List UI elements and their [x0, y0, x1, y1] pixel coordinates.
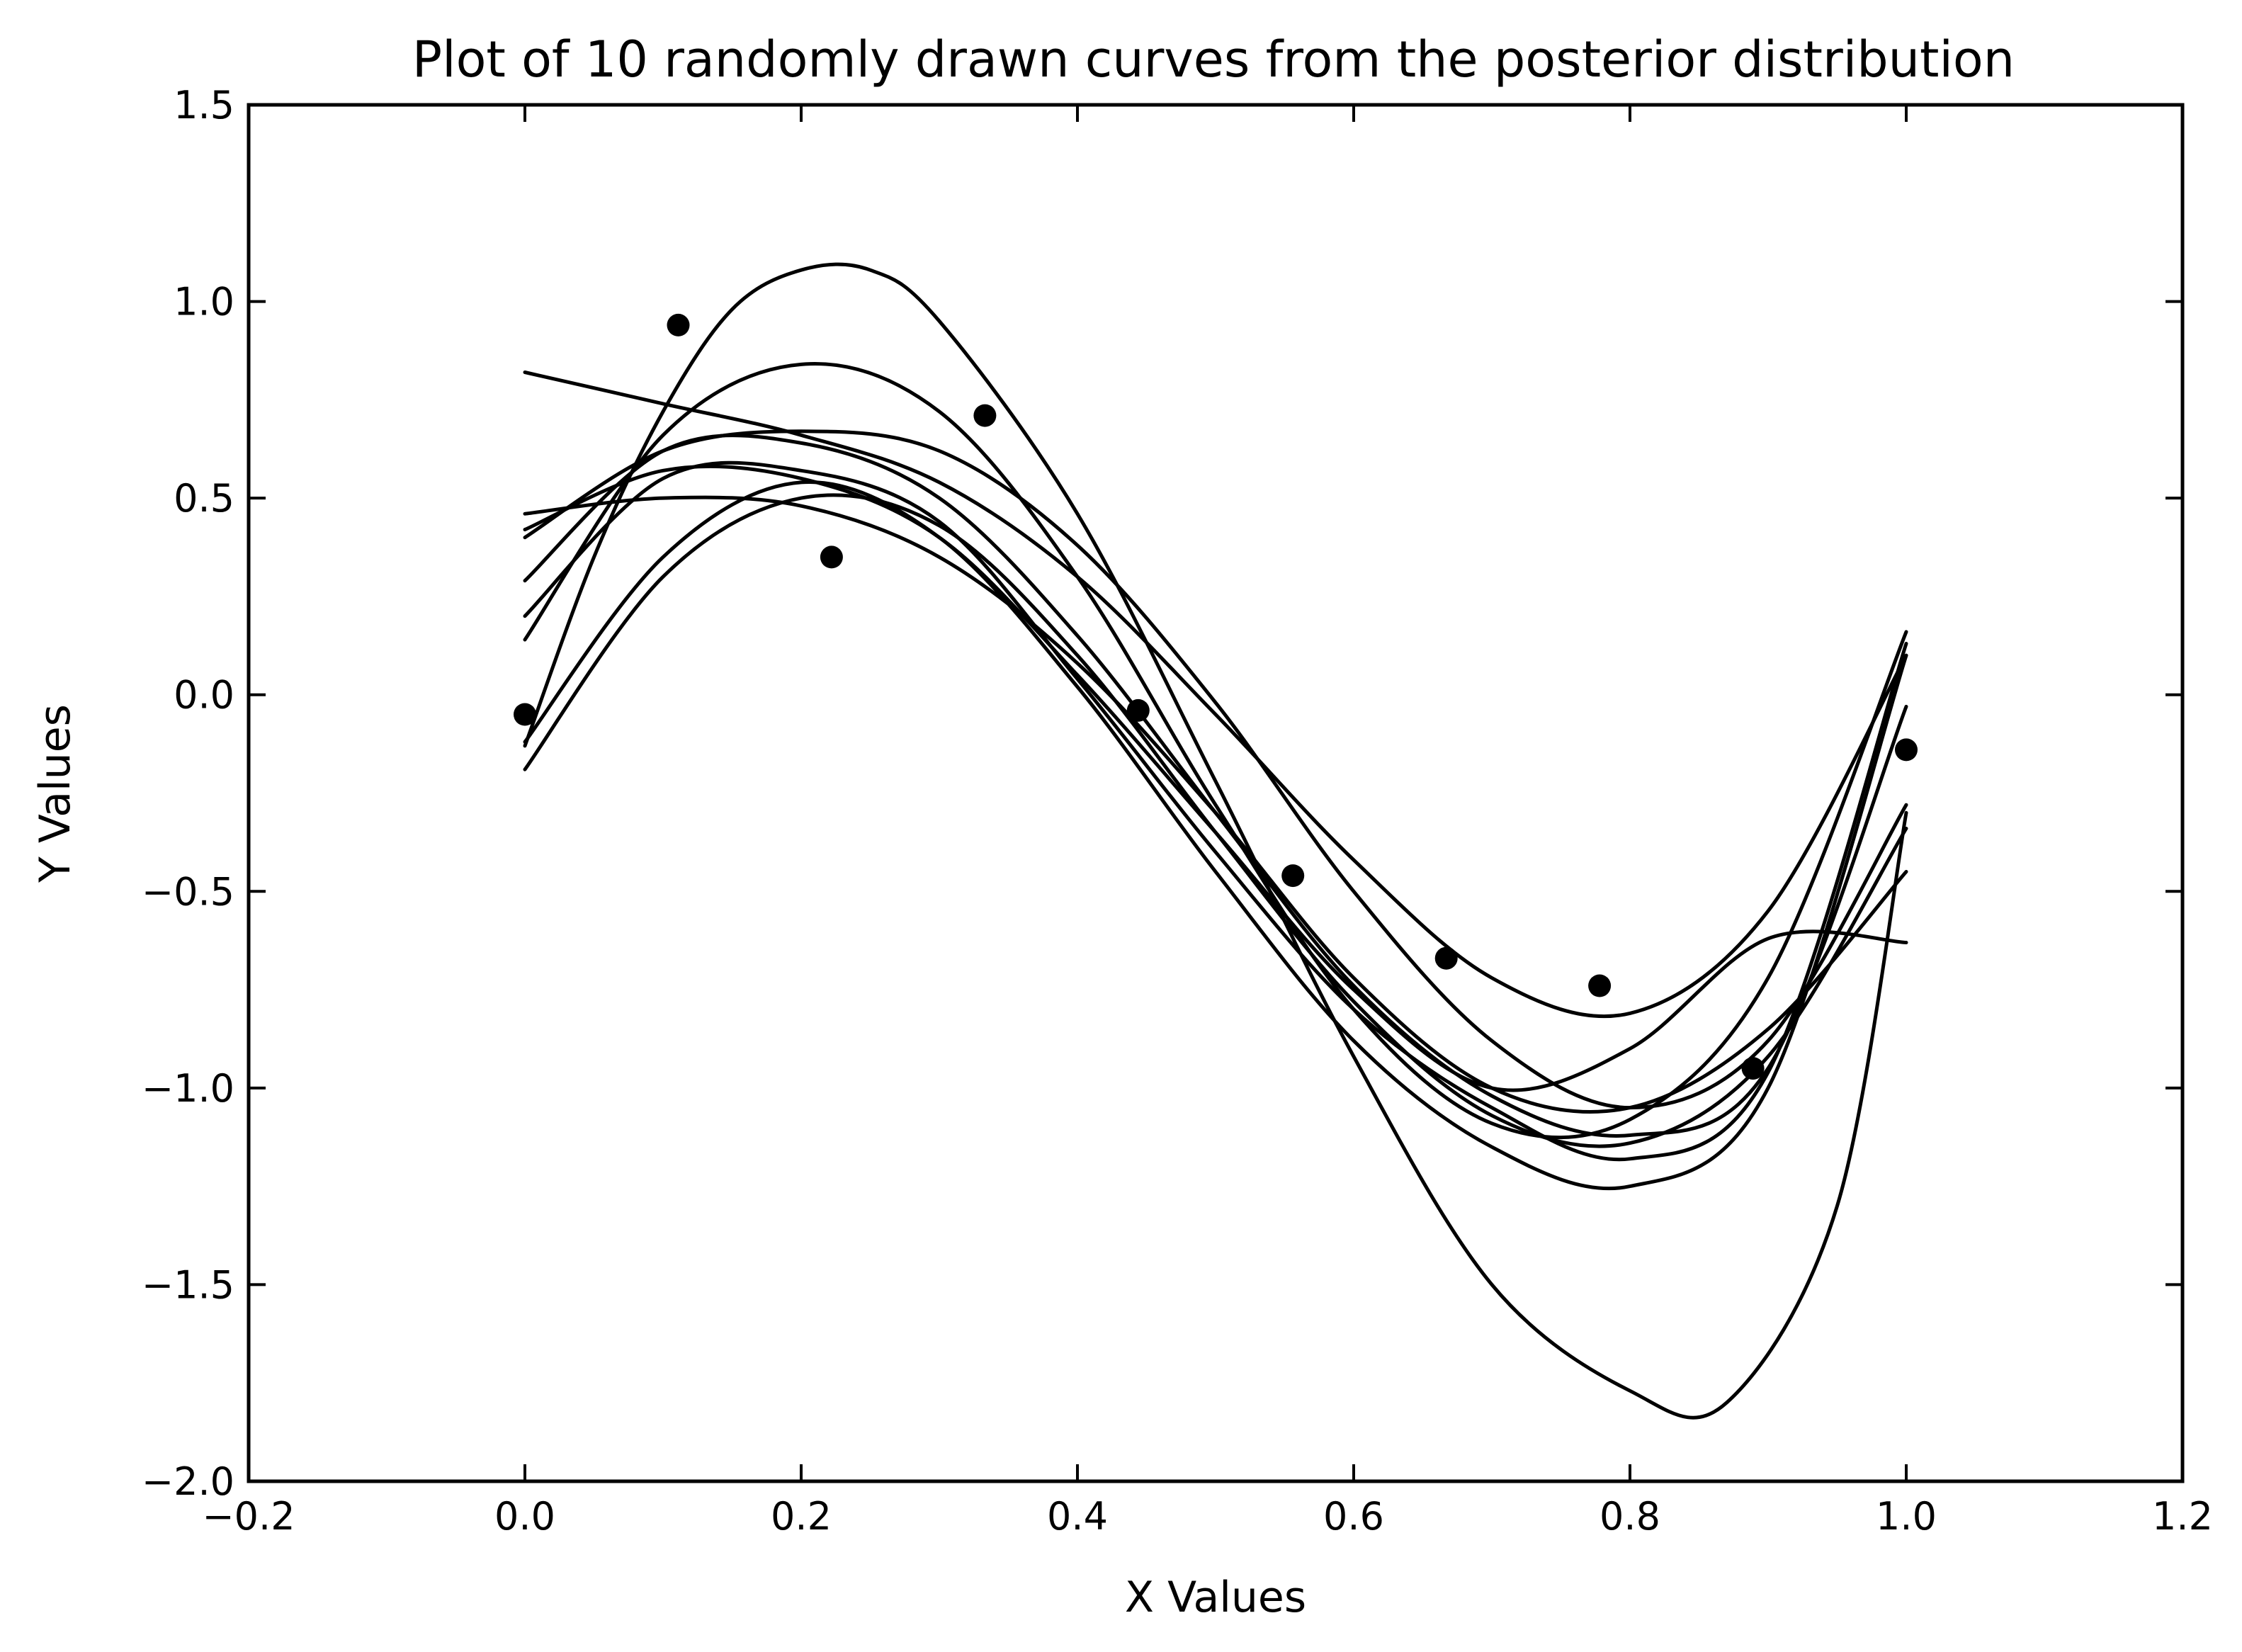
x-tick-label: 1.0	[1876, 1494, 1937, 1539]
y-tick-label: −1.0	[142, 1066, 234, 1111]
data-point	[1895, 738, 1918, 762]
posterior-curve-8	[523, 460, 1908, 1162]
posterior-curve-3	[523, 362, 1908, 1140]
x-tick-label: 0.6	[1323, 1494, 1384, 1539]
posterior-curve-9	[523, 493, 1908, 1148]
posterior-curve-10	[523, 480, 1908, 1191]
data-point	[820, 545, 843, 569]
y-tick-label: −0.5	[142, 869, 234, 914]
y-tick-label: 1.0	[174, 280, 234, 324]
x-tick-label: 0.8	[1600, 1494, 1660, 1539]
data-point	[1281, 864, 1305, 888]
x-tick-label: 0.4	[1047, 1494, 1108, 1539]
y-axis-ticks: −2.0 −1.5 −1.0 −0.5 0.0 0.5 1.0 1.5	[142, 83, 2182, 1504]
x-tick-label: 0.2	[771, 1494, 832, 1539]
posterior-curves	[523, 262, 1908, 1420]
observed-points	[514, 313, 1918, 1080]
chart-title: Plot of 10 randomly drawn curves from th…	[412, 30, 2015, 89]
posterior-curve-4	[523, 429, 1908, 1110]
x-axis-ticks: −0.2 0.0 0.2 0.4 0.6 0.8 1.0 1.2	[202, 105, 2213, 1539]
y-tick-label: −2.0	[142, 1459, 234, 1504]
x-axis-label: X Values	[1125, 1573, 1306, 1622]
data-point	[1741, 1057, 1765, 1080]
data-point	[973, 404, 997, 427]
plot-frame	[247, 103, 2185, 1483]
posterior-curve-2	[523, 262, 1908, 1420]
data-point	[667, 313, 690, 336]
x-tick-label: 0.0	[494, 1494, 555, 1539]
y-tick-label: 0.5	[174, 476, 234, 521]
y-tick-label: 1.5	[174, 83, 234, 128]
data-point	[1126, 698, 1150, 722]
x-tick-label: −0.2	[202, 1494, 295, 1539]
data-point	[514, 703, 536, 726]
posterior-curve-1	[523, 370, 1908, 1019]
data-point	[1588, 974, 1612, 997]
y-axis-label: Y Values	[30, 704, 80, 883]
x-tick-label: 1.2	[2152, 1494, 2213, 1539]
y-tick-label: 0.0	[174, 673, 234, 718]
y-tick-label: −1.5	[142, 1262, 234, 1307]
posterior-curve-6	[523, 495, 1908, 1114]
data-point	[1434, 946, 1458, 970]
